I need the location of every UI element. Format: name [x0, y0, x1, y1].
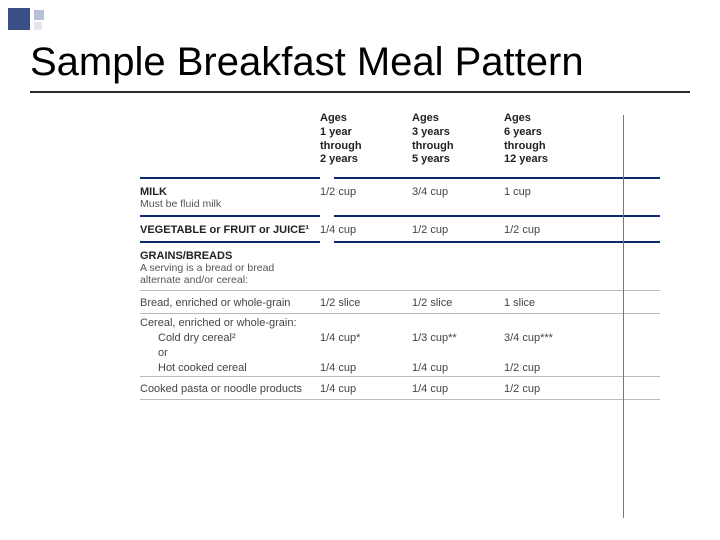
cold-age1: 1/4 cup*	[320, 332, 412, 344]
cold-cereal-row: Cold dry cereal² 1/4 cup* 1/3 cup** 3/4 …	[140, 330, 660, 345]
pasta-row: Cooked pasta or noodle products 1/4 cup …	[140, 378, 660, 398]
milk-header: MILK	[140, 186, 312, 198]
col-header-age2: Ages 3 years through 5 years	[412, 112, 504, 167]
milk-sub: Must be fluid milk	[140, 198, 312, 210]
cereal-label: Cereal, enriched or whole-grain:	[140, 317, 320, 329]
title-underline	[30, 91, 690, 93]
grains-sub: A serving is a bread or bread alternate …	[140, 262, 312, 286]
vegfruit-age1: 1/4 cup	[320, 224, 412, 236]
divider	[140, 177, 660, 179]
or-row: or	[140, 345, 660, 360]
thin-divider	[140, 376, 660, 377]
pasta-age3: 1/2 cup	[504, 383, 596, 395]
hot-cereal-row: Hot cooked cereal 1/4 cup 1/4 cup 1/2 cu…	[140, 360, 660, 375]
hot-age2: 1/4 cup	[412, 362, 504, 374]
vegfruit-row: VEGETABLE or FRUIT or JUICE¹ 1/4 cup 1/2…	[140, 219, 660, 239]
grains-header-row: GRAINS/BREADS A serving is a bread or br…	[140, 245, 660, 289]
divider	[140, 215, 660, 217]
table-header-row: Ages 1 year through 2 years Ages 3 years…	[140, 107, 660, 175]
bread-age1: 1/2 slice	[320, 297, 412, 309]
cold-age2: 1/3 cup**	[412, 332, 504, 344]
cold-cereal-label: Cold dry cereal²	[140, 332, 320, 344]
milk-age1: 1/2 cup	[320, 186, 412, 198]
vertical-rule	[623, 115, 624, 518]
milk-age2: 3/4 cup	[412, 186, 504, 198]
thin-divider	[140, 399, 660, 400]
bread-row: Bread, enriched or whole-grain 1/2 slice…	[140, 292, 660, 312]
milk-row: MILK Must be fluid milk 1/2 cup 3/4 cup …	[140, 181, 660, 213]
col-header-age1: Ages 1 year through 2 years	[320, 112, 412, 167]
grains-header: GRAINS/BREADS	[140, 250, 312, 262]
vegfruit-age3: 1/2 cup	[504, 224, 596, 236]
bread-age3: 1 slice	[504, 297, 596, 309]
square-icon	[34, 10, 44, 20]
page-title: Sample Breakfast Meal Pattern	[30, 40, 690, 85]
pasta-label: Cooked pasta or noodle products	[140, 383, 320, 395]
thin-divider	[140, 290, 660, 291]
hot-age3: 1/2 cup	[504, 362, 596, 374]
vegfruit-age2: 1/2 cup	[412, 224, 504, 236]
cereal-label-row: Cereal, enriched or whole-grain:	[140, 315, 660, 330]
bread-label: Bread, enriched or whole-grain	[140, 297, 320, 309]
col-header-age3: Ages 6 years through 12 years	[504, 112, 596, 167]
divider	[140, 241, 660, 243]
pasta-age1: 1/4 cup	[320, 383, 412, 395]
hot-cereal-label: Hot cooked cereal	[140, 362, 320, 374]
cold-age3: 3/4 cup***	[504, 332, 596, 344]
thin-divider	[140, 313, 660, 314]
or-label: or	[140, 347, 320, 359]
bread-age2: 1/2 slice	[412, 297, 504, 309]
vegfruit-header: VEGETABLE or FRUIT or JUICE¹	[140, 224, 312, 236]
square-icon	[8, 8, 30, 30]
hot-age1: 1/4 cup	[320, 362, 412, 374]
pasta-age2: 1/4 cup	[412, 383, 504, 395]
milk-age3: 1 cup	[504, 186, 596, 198]
meal-pattern-table: Ages 1 year through 2 years Ages 3 years…	[140, 107, 660, 400]
square-icon	[34, 22, 42, 30]
